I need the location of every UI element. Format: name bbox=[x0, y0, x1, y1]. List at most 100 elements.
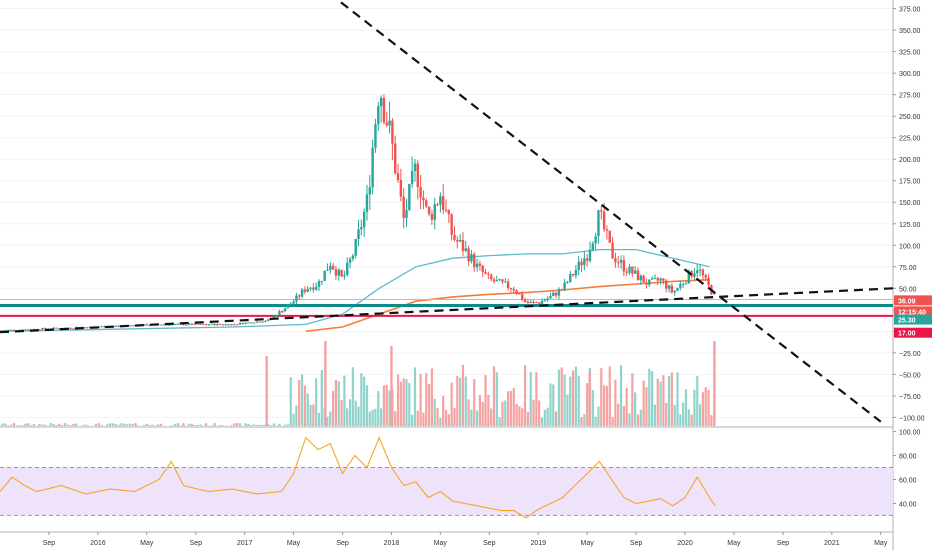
candle-body bbox=[487, 273, 490, 275]
candle-body bbox=[625, 271, 628, 273]
volume-bar bbox=[233, 423, 236, 426]
candle-body bbox=[292, 301, 295, 304]
price-tag-last: 36.09 bbox=[898, 298, 916, 305]
volume-bar bbox=[478, 394, 482, 426]
candle-body bbox=[602, 211, 606, 230]
volume-bar bbox=[475, 410, 479, 426]
candle-body bbox=[114, 325, 117, 327]
volume-bar bbox=[676, 372, 679, 426]
price-tag-timer: 12:15:40 bbox=[898, 309, 926, 316]
volume-bar bbox=[710, 415, 713, 426]
volume-bar bbox=[108, 423, 112, 426]
volume-bar bbox=[267, 423, 270, 426]
candle-body bbox=[408, 183, 411, 210]
volume-bar bbox=[673, 404, 676, 426]
volume-bar bbox=[289, 377, 292, 426]
candle-body bbox=[687, 270, 691, 284]
volume-bar bbox=[272, 423, 275, 426]
candle-body bbox=[481, 265, 484, 273]
time-tick-label: May bbox=[874, 540, 888, 547]
volume-bar bbox=[701, 392, 705, 426]
candle-body bbox=[427, 206, 431, 215]
candle-body bbox=[306, 288, 309, 292]
volume-bar bbox=[83, 424, 86, 426]
rsi-indicator bbox=[0, 436, 716, 519]
candle-body bbox=[495, 280, 499, 282]
candle-body bbox=[10, 329, 13, 331]
candle-body bbox=[368, 187, 372, 195]
candle-body bbox=[554, 292, 558, 296]
volume-bar bbox=[106, 424, 109, 426]
volume-bar bbox=[134, 423, 137, 426]
volume-bar bbox=[645, 387, 648, 426]
volume-bar bbox=[188, 423, 191, 426]
rsi-band bbox=[0, 467, 893, 516]
candle-body bbox=[295, 295, 298, 302]
candle-body bbox=[309, 287, 312, 289]
volume-bar bbox=[670, 372, 673, 426]
candle-body bbox=[41, 328, 44, 330]
candle-body bbox=[343, 275, 346, 277]
volume-bar bbox=[94, 423, 98, 426]
volume-bar bbox=[377, 391, 380, 426]
volume-bar bbox=[44, 424, 47, 426]
candle-body bbox=[38, 329, 41, 331]
volume-bar bbox=[252, 424, 256, 426]
volume-bar bbox=[173, 424, 177, 426]
volume-bar bbox=[236, 423, 239, 426]
candle-body bbox=[320, 280, 324, 282]
volume-bar bbox=[535, 372, 538, 426]
candle-body bbox=[55, 327, 58, 329]
candle-body bbox=[185, 324, 188, 326]
candle-body bbox=[241, 322, 244, 325]
volume-bar bbox=[151, 424, 154, 426]
price-tick-label: 125.00 bbox=[899, 222, 921, 229]
volume-bar bbox=[247, 423, 250, 426]
candle-body bbox=[704, 275, 707, 278]
candle-body bbox=[83, 327, 86, 329]
candle-body bbox=[12, 329, 16, 331]
candle-body bbox=[168, 324, 171, 326]
volume-bar bbox=[473, 379, 476, 426]
candle-body bbox=[631, 266, 634, 274]
volume-bar bbox=[707, 389, 710, 426]
volume-bar bbox=[199, 424, 202, 426]
volume-bar bbox=[380, 408, 383, 426]
candle-body bbox=[529, 301, 532, 304]
volume-bar bbox=[439, 417, 442, 426]
time-tick-label: Sep bbox=[43, 540, 56, 547]
price-tick-label: −25.00 bbox=[899, 351, 921, 358]
candle-body bbox=[337, 269, 340, 276]
volume-bar bbox=[159, 423, 163, 426]
volume-bar bbox=[320, 370, 323, 426]
volume-bar bbox=[278, 423, 281, 426]
volume-bar bbox=[555, 411, 558, 426]
candle-body bbox=[470, 254, 473, 262]
volume-bar bbox=[75, 423, 78, 426]
volume-bar bbox=[456, 376, 459, 426]
volume-bar bbox=[41, 424, 44, 426]
candle-body bbox=[252, 322, 256, 324]
candle-body bbox=[492, 279, 496, 282]
candle-body bbox=[673, 290, 676, 293]
volume-bar bbox=[518, 406, 521, 426]
volume-bar bbox=[413, 367, 417, 426]
candle-body bbox=[622, 260, 626, 272]
candle-body bbox=[261, 321, 264, 323]
volume-bar bbox=[444, 409, 448, 426]
volume-bar bbox=[298, 380, 301, 426]
candle-body bbox=[266, 319, 270, 321]
candle-body bbox=[394, 143, 397, 174]
volume-bar bbox=[66, 424, 69, 426]
volume-bar bbox=[114, 423, 117, 426]
candle-body bbox=[662, 278, 665, 281]
axes: 375.00 350.00 325.00 300.00 275.00 250.00 225.… bbox=[43, 7, 925, 547]
candle-body bbox=[504, 281, 507, 283]
volume-bar bbox=[628, 413, 631, 426]
price-tick-label: 150.00 bbox=[899, 200, 921, 207]
volume-bar bbox=[408, 382, 411, 426]
candle-body bbox=[597, 210, 600, 237]
candle-body bbox=[213, 323, 216, 326]
volume-bar bbox=[614, 379, 617, 426]
